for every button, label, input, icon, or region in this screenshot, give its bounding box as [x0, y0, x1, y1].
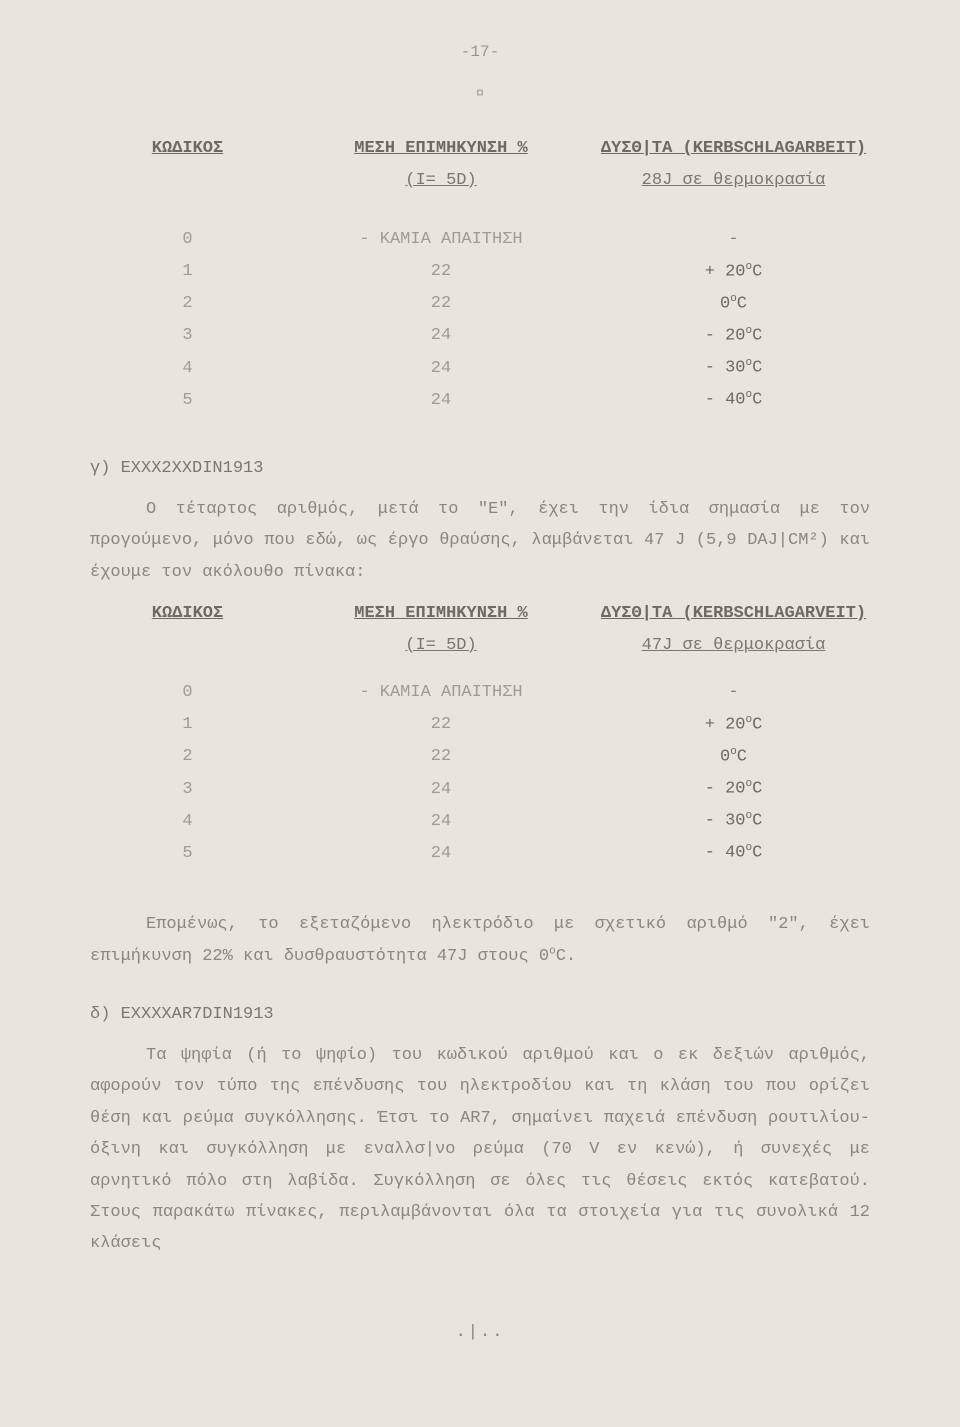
table-row: 424- 30oC [90, 805, 870, 837]
cell-right: - 20oC [597, 320, 870, 352]
table-row: 122+ 20oC [90, 256, 870, 288]
section-gamma-title: γ) EXXX2XXDIN1913 [90, 456, 870, 482]
cell-right: - 40oC [597, 384, 870, 416]
cell-code: 2 [90, 288, 285, 320]
cell-mid: 22 [285, 709, 597, 741]
page-number: -17- [90, 40, 870, 64]
cell-code: 5 [90, 384, 285, 416]
t1-hdr-right: ΔΥΣΘ|ΤΑ (KERBSCHLAGARBEIT) [601, 139, 866, 158]
cell-mid: 22 [285, 288, 597, 320]
cell-code: 4 [90, 805, 285, 837]
t2-sub-mid: (I= 5D) [405, 636, 476, 655]
cell-code: 0 [90, 224, 285, 256]
section-gamma-para: Ο τέταρτος αριθμός, μετά το "Ε", έχει τη… [90, 494, 870, 588]
section-delta-para: Τα ψηφία (ή το ψηφίο) του κωδικού αριθμο… [90, 1040, 870, 1260]
t1-hdr-mid: ΜΕΣΗ ΕΠΙΜΗΚΥΝΣΗ % [354, 139, 527, 158]
cell-code: 5 [90, 837, 285, 869]
table-row: 2220oC [90, 741, 870, 773]
table-row: 424- 30oC [90, 352, 870, 384]
footer-dots: .|.. [90, 1320, 870, 1346]
t2-hdr-mid: ΜΕΣΗ ΕΠΙΜΗΚΥΝΣΗ % [354, 604, 527, 623]
table-row: 524- 40oC [90, 384, 870, 416]
cell-right: + 20oC [597, 256, 870, 288]
cell-mid: 24 [285, 805, 597, 837]
cell-right: 0oC [597, 288, 870, 320]
cell-mid: - ΚΑΜΙΑ ΑΠΑΙΤΗΣΗ [285, 224, 597, 256]
t1-sub-right: 28J σε θερμοκρασία [642, 171, 826, 190]
cell-code: 1 [90, 709, 285, 741]
cell-code: 0 [90, 677, 285, 709]
cell-right: - [597, 677, 870, 709]
cell-right: - [597, 224, 870, 256]
dot-mark: ¤ [90, 84, 870, 105]
cell-code: 1 [90, 256, 285, 288]
cell-right: 0oC [597, 741, 870, 773]
cell-right: - 40oC [597, 837, 870, 869]
cell-right: + 20oC [597, 709, 870, 741]
table-1: ΚΩΔΙΚΟΣ ΜΕΣΗ ΕΠΙΜΗΚΥΝΣΗ % ΔΥΣΘ|ΤΑ (KERBS… [90, 133, 870, 416]
cell-code: 3 [90, 320, 285, 352]
cell-right: - 30oC [597, 352, 870, 384]
table-row: 122+ 20oC [90, 709, 870, 741]
cell-mid: 24 [285, 320, 597, 352]
cell-mid: - ΚΑΜΙΑ ΑΠΑΙΤΗΣΗ [285, 677, 597, 709]
cell-right: - 30oC [597, 805, 870, 837]
para-after-t2: Επομένως, το εξεταζόμενο ηλεκτρόδιο με σ… [90, 909, 870, 972]
cell-code: 2 [90, 741, 285, 773]
cell-code: 4 [90, 352, 285, 384]
table-row: 2220oC [90, 288, 870, 320]
table-row: 524- 40oC [90, 837, 870, 869]
table-row: 0- ΚΑΜΙΑ ΑΠΑΙΤΗΣΗ- [90, 224, 870, 256]
t2-hdr-code: ΚΩΔΙΚΟΣ [152, 604, 223, 623]
section-delta-title: δ) EXXXXAR7DIN1913 [90, 1002, 870, 1028]
table-row: 324- 20oC [90, 773, 870, 805]
table-row: 324- 20oC [90, 320, 870, 352]
t1-hdr-code: ΚΩΔΙΚΟΣ [152, 139, 223, 158]
t2-sub-right: 47J σε θερμοκρασία [642, 636, 826, 655]
cell-mid: 24 [285, 352, 597, 384]
table-2: ΚΩΔΙΚΟΣ ΜΕΣΗ ΕΠΙΜΗΚΥΝΣΗ % ΔΥΣΘ|ΤΑ (KERBS… [90, 598, 870, 869]
cell-mid: 24 [285, 384, 597, 416]
t2-hdr-right: ΔΥΣΘ|ΤΑ (KERBSCHLAGARVEIT) [601, 604, 866, 623]
t1-sub-mid: (I= 5D) [405, 171, 476, 190]
cell-mid: 22 [285, 256, 597, 288]
cell-mid: 22 [285, 741, 597, 773]
table-row: 0- ΚΑΜΙΑ ΑΠΑΙΤΗΣΗ- [90, 677, 870, 709]
cell-mid: 24 [285, 773, 597, 805]
cell-code: 3 [90, 773, 285, 805]
cell-mid: 24 [285, 837, 597, 869]
cell-right: - 20oC [597, 773, 870, 805]
